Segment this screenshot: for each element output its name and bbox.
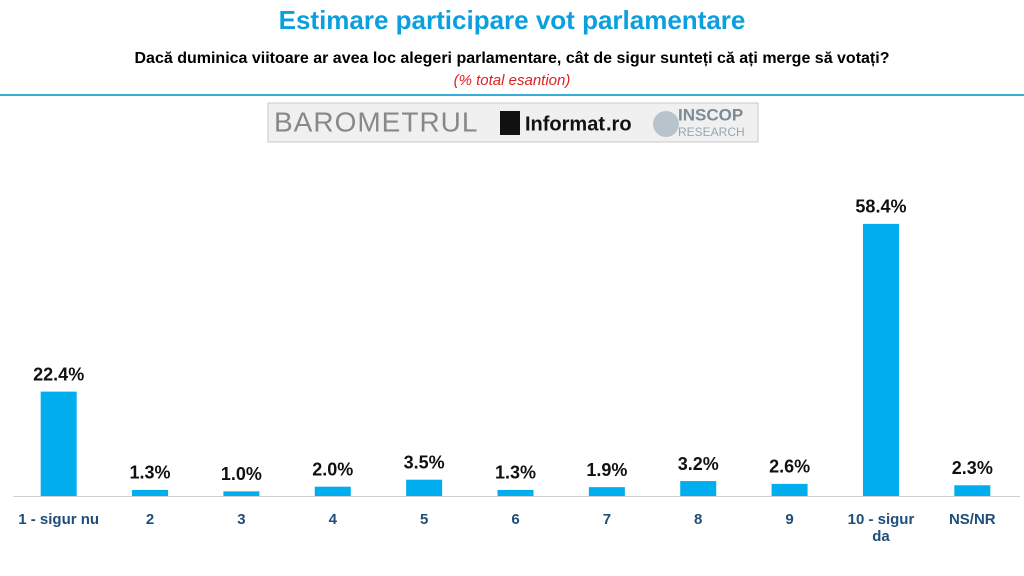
data-label: 1.3% <box>130 463 171 483</box>
data-label: 1.3% <box>495 463 536 483</box>
x-tick-label: 10 - sigur da <box>847 511 915 545</box>
bar <box>314 486 351 496</box>
data-label: 58.4% <box>855 197 906 217</box>
logo-text: BAROMETRUL <box>274 106 478 137</box>
logo-icon <box>653 111 679 137</box>
x-tick-label: 5 <box>419 511 429 528</box>
logo-icon <box>500 111 520 135</box>
data-label: 1.9% <box>586 460 627 480</box>
data-label: 22.4% <box>33 364 84 384</box>
data-label: 3.5% <box>404 452 445 472</box>
bar <box>497 489 534 496</box>
data-label: 1.0% <box>221 464 262 484</box>
x-tick-label: 3 <box>237 511 246 528</box>
logo-text: INSCOP <box>678 105 743 124</box>
bar <box>132 489 169 496</box>
data-label: 2.0% <box>312 459 353 479</box>
chart-title: Estimare participare vot parlamentare <box>279 5 746 35</box>
logo-text: Informat <box>525 113 605 135</box>
bar <box>771 483 808 496</box>
bar <box>406 479 443 496</box>
x-tick-label: NS/NR <box>948 511 996 528</box>
chart-note: (% total esantion) <box>454 72 571 89</box>
data-label: 2.6% <box>769 457 810 477</box>
data-label: 2.3% <box>952 458 993 478</box>
x-tick-label: 7 <box>602 511 612 528</box>
bar <box>680 481 717 496</box>
bar <box>862 223 899 496</box>
data-label: 3.2% <box>678 454 719 474</box>
x-tick-label: 1 - sigur nu <box>18 511 100 528</box>
x-tick-label: 8 <box>694 511 703 528</box>
x-tick-label: 6 <box>511 511 520 528</box>
bar <box>40 391 77 496</box>
logo-text: RESEARCH <box>678 125 745 139</box>
x-tick-label: 4 <box>328 511 337 528</box>
bar <box>223 491 260 496</box>
x-tick-label: 2 <box>145 511 155 528</box>
x-tick-label: 9 <box>785 511 794 528</box>
bar <box>588 487 625 496</box>
bar <box>954 485 991 496</box>
logo-text: .ro <box>606 113 632 135</box>
chart-subtitle: Dacă duminica viitoare ar avea loc alege… <box>135 50 890 67</box>
